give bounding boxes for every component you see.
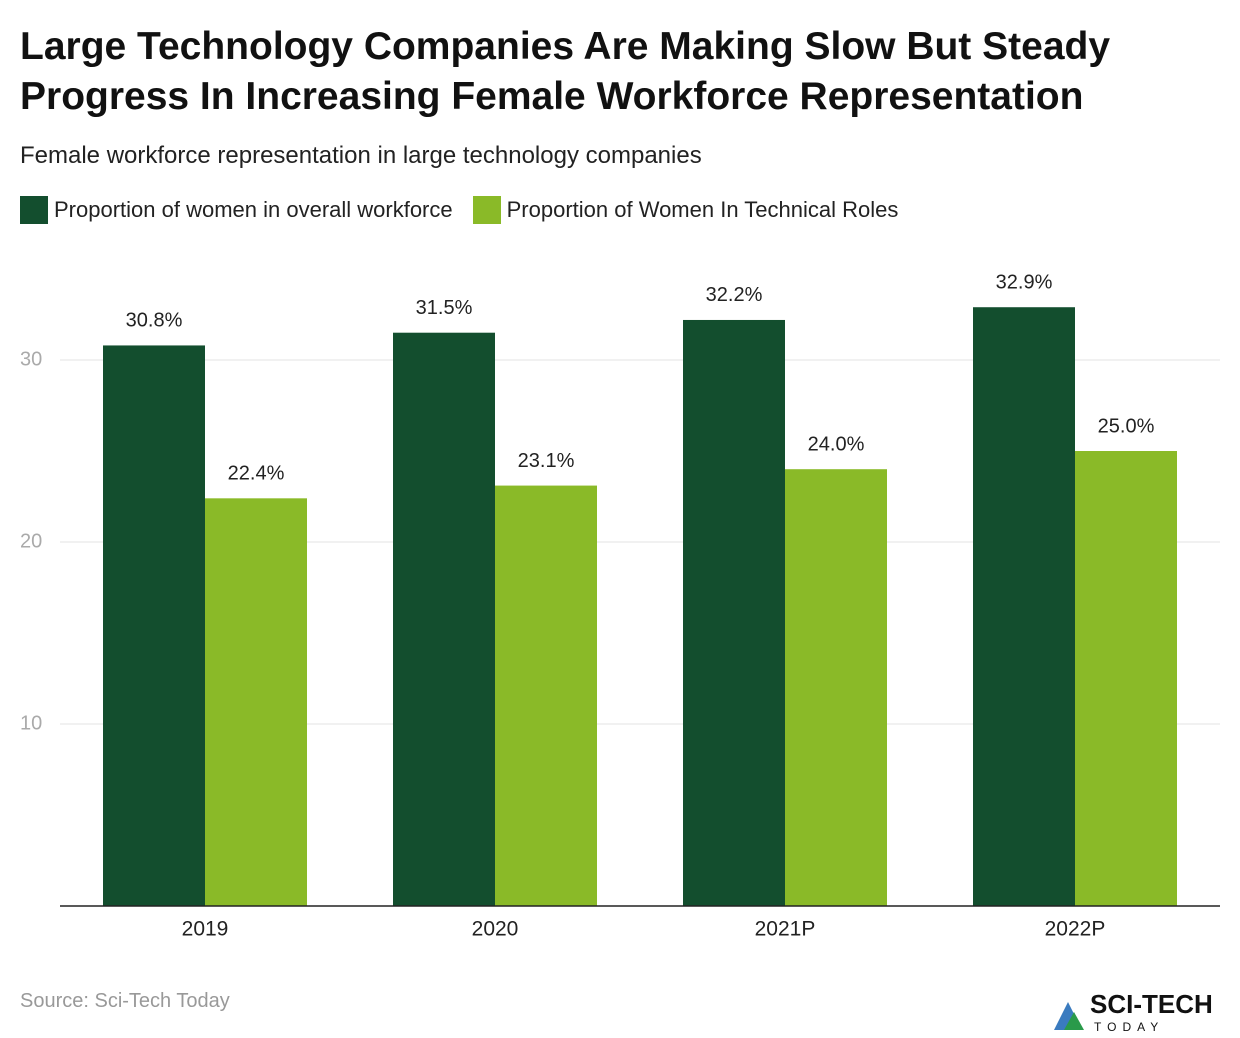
bar [1075,451,1177,906]
legend-swatch [20,196,48,224]
y-tick-label: 10 [20,712,42,734]
chart-subtitle: Female workforce representation in large… [20,142,702,169]
legend-label: Proportion of Women In Technical Roles [506,197,899,222]
x-tick-label: 2020 [472,918,519,941]
x-tick-label: 2021P [755,918,816,941]
x-tick-label: 2022P [1045,918,1106,941]
bar [495,485,597,906]
legend-label: Proportion of women in overall workforce [54,197,453,222]
legend-swatch [472,196,501,224]
value-label: 30.8% [126,310,183,332]
value-label: 32.2% [706,284,763,306]
source: Source: Sci-Tech Today [20,990,230,1012]
logo-tagline: TODAY [1094,1020,1164,1034]
y-tick-label: 30 [20,348,42,370]
y-tick-label: 20 [20,530,42,552]
bar [785,469,887,906]
bar [393,332,495,906]
logo-icon [1064,1012,1084,1030]
logo: SCI-TECH TODAY [1054,989,1213,1034]
bar [973,307,1075,907]
value-label: 25.0% [1098,415,1155,437]
legend-item: Proportion of women in overall workforce [20,196,453,224]
bar [205,498,307,906]
bar [103,345,205,906]
value-label: 32.9% [996,272,1053,294]
logo-name: SCI-TECH [1090,989,1213,1019]
chart-title: Large Technology Companies Are Making Sl… [20,25,1111,118]
value-label: 23.1% [518,450,575,472]
value-label: 24.0% [808,433,865,455]
legend-item: Proportion of Women In Technical Roles [472,196,899,224]
legend: Proportion of women in overall workforce… [20,196,898,224]
value-label: 31.5% [416,297,473,319]
x-tick-label: 2019 [182,918,229,941]
value-label: 22.4% [228,463,285,485]
bar [683,319,785,907]
